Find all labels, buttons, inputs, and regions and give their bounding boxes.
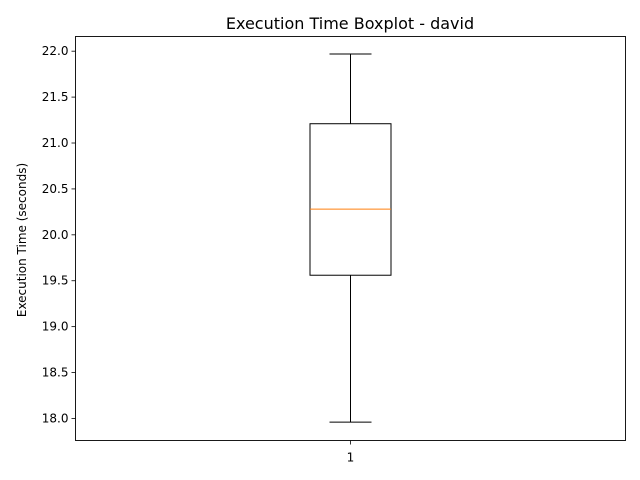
- y-tick-label: 18.0: [42, 411, 69, 425]
- y-tick-label: 20.5: [42, 182, 69, 196]
- y-tick-label: 20.0: [42, 228, 69, 242]
- y-tick-label: 21.0: [42, 136, 69, 150]
- y-tick-label: 19.5: [42, 274, 69, 288]
- chart-title: Execution Time Boxplot - david: [226, 14, 474, 33]
- plot-area-frame: [75, 36, 626, 441]
- y-tick-label: 21.5: [42, 90, 69, 104]
- x-tick-label: 1: [347, 451, 355, 465]
- y-tick-label: 18.5: [42, 366, 69, 380]
- plot-marks: 18.0 18.5 19.0 19.5 20.0 20.5 21.0 21.5 22.0 1: [42, 44, 392, 465]
- y-axis-label: Execution Time (seconds): [15, 163, 29, 317]
- interquartile-box: [309, 123, 392, 276]
- y-tick-label: 19.0: [42, 320, 69, 334]
- y-tick-label: 22.0: [42, 44, 69, 58]
